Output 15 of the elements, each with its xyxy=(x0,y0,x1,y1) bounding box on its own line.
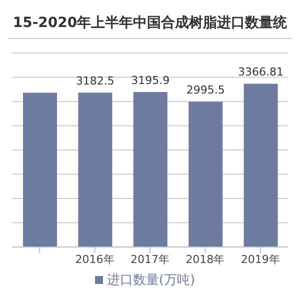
bar xyxy=(78,92,112,247)
x-tick-label: 2016年 xyxy=(75,252,114,266)
data-label: 3366.81 xyxy=(238,66,284,79)
x-tick-label: 2017年 xyxy=(130,252,170,266)
bar xyxy=(244,84,278,247)
data-label: 3182.5 xyxy=(76,74,114,88)
bar xyxy=(23,92,57,247)
chart-title: 15-2020年上半年中国合成树脂进口数量统 xyxy=(8,8,292,39)
legend-label: 进口数量(万吨) xyxy=(106,273,196,288)
bar xyxy=(188,102,223,247)
data-label: 2995.5 xyxy=(186,84,225,97)
bar xyxy=(133,92,168,247)
x-tick-label: 2019年 xyxy=(240,252,280,266)
data-label: 3195.9 xyxy=(131,74,170,87)
x-tick-label: 2018年 xyxy=(186,252,225,266)
